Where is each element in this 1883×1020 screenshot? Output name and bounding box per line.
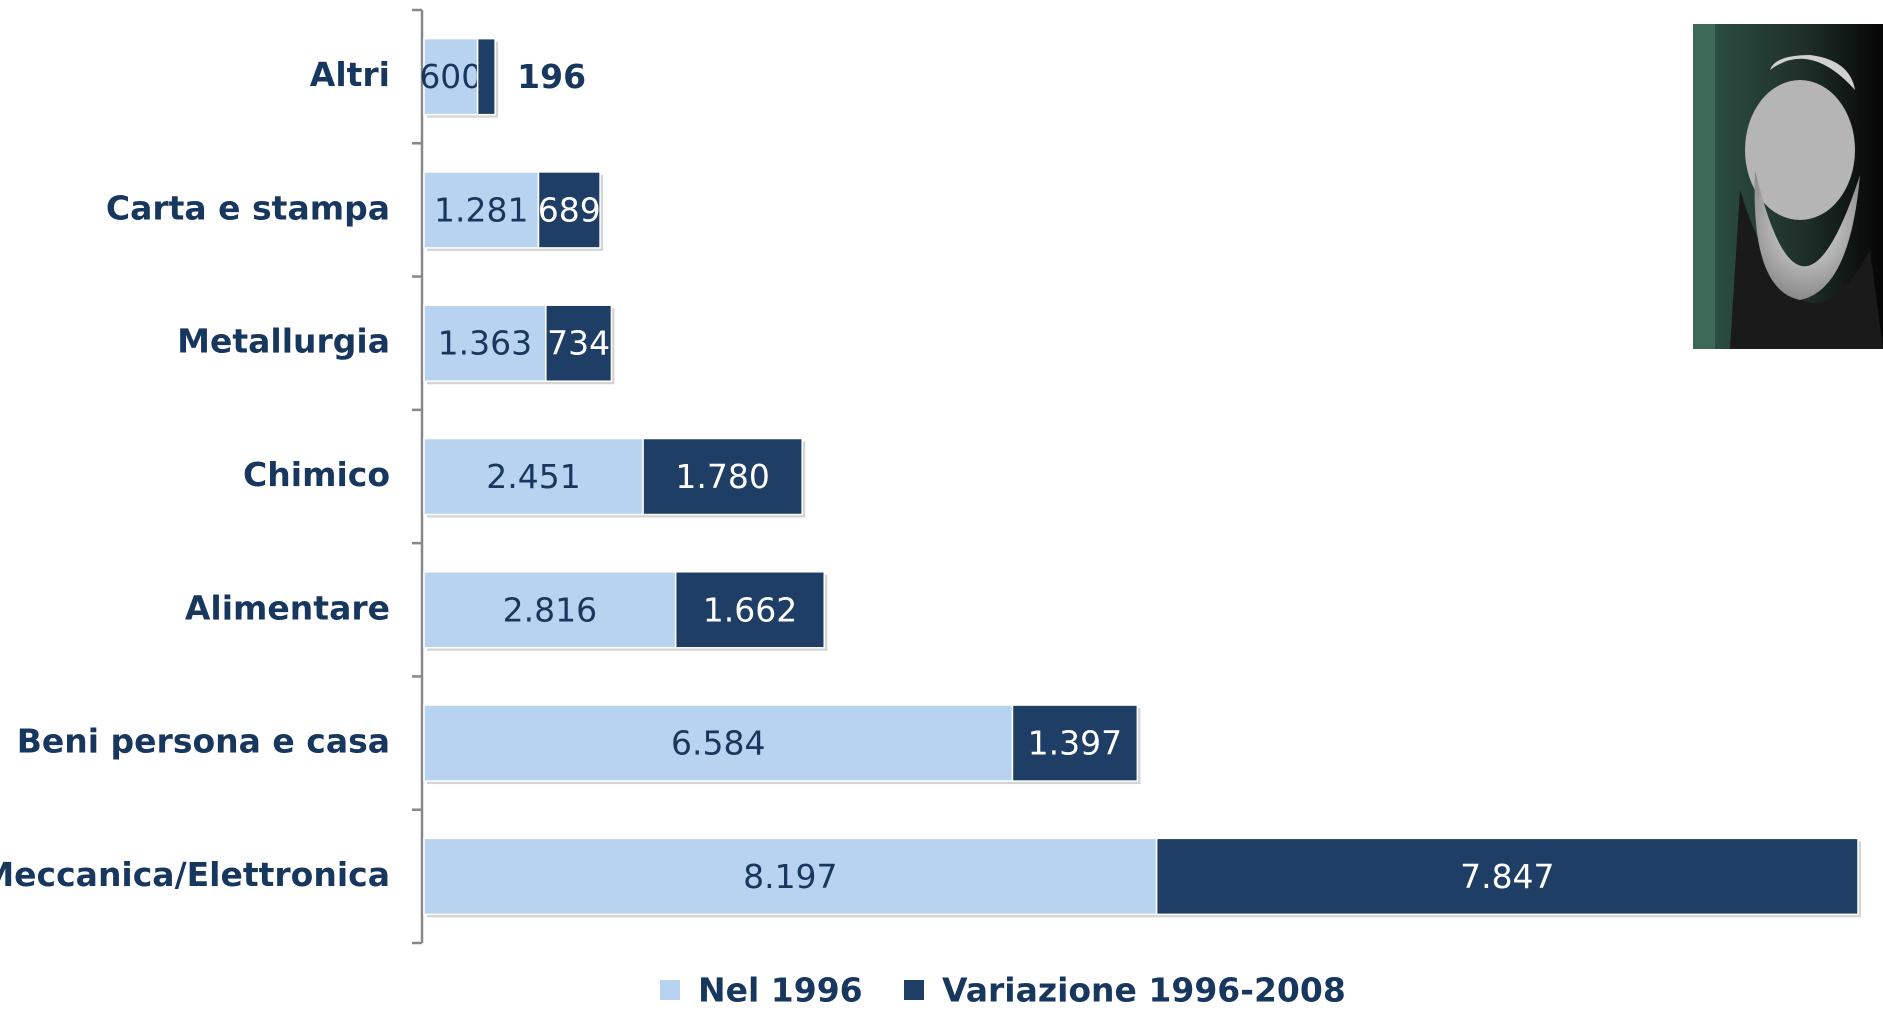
value-label: 8.197 — [743, 857, 837, 896]
category-label: Chimico — [243, 455, 390, 494]
plot-area: Altri 600 196 Carta e stampa 1.281 689 Metallu… — [0, 8, 1861, 945]
value-label: 600 — [419, 57, 482, 96]
category-label: Metallurgia — [177, 322, 390, 361]
bar-segment — [537, 171, 601, 249]
bar-segment — [423, 571, 677, 649]
legend-swatch — [904, 980, 924, 1000]
bar-segment — [674, 571, 825, 649]
value-label: 1.780 — [675, 457, 769, 496]
bar-segment — [545, 304, 613, 382]
bar-segment — [1155, 837, 1859, 916]
portrait-photo — [1693, 24, 1883, 349]
category-label: Altri — [310, 55, 390, 94]
value-label: 1.397 — [1028, 724, 1122, 763]
value-label: 1.281 — [434, 190, 528, 229]
value-label: 6.584 — [671, 724, 765, 763]
value-label: 1.363 — [438, 324, 532, 363]
value-label: 1.662 — [703, 590, 797, 629]
category-label: Carta e stampa — [106, 188, 390, 227]
category-label: Beni persona e casa — [17, 722, 390, 761]
category-label: Meccanica/Elettronica — [0, 855, 390, 894]
value-label: 689 — [538, 190, 601, 229]
category-label: Alimentare — [185, 588, 390, 627]
bar-segment — [423, 437, 644, 516]
bar-segment — [642, 437, 803, 516]
value-label: 2.451 — [486, 457, 580, 496]
bar-segment — [423, 704, 1014, 782]
value-label: 196 — [517, 57, 586, 96]
legend-swatch — [660, 980, 680, 1000]
legend-label: Nel 1996 — [698, 971, 863, 1010]
bar-segment — [423, 304, 547, 382]
value-label: 7.847 — [1460, 857, 1554, 896]
bar-segment — [423, 171, 540, 249]
legend-label: Variazione 1996-2008 — [942, 971, 1346, 1010]
legend: Nel 1996 Variazione 1996-2008 — [660, 971, 1346, 1010]
bar-segment — [423, 837, 1158, 916]
value-label: 734 — [547, 324, 610, 363]
bar-segment — [476, 37, 496, 116]
value-label: 2.816 — [503, 590, 597, 629]
bar-segment — [1011, 704, 1139, 782]
